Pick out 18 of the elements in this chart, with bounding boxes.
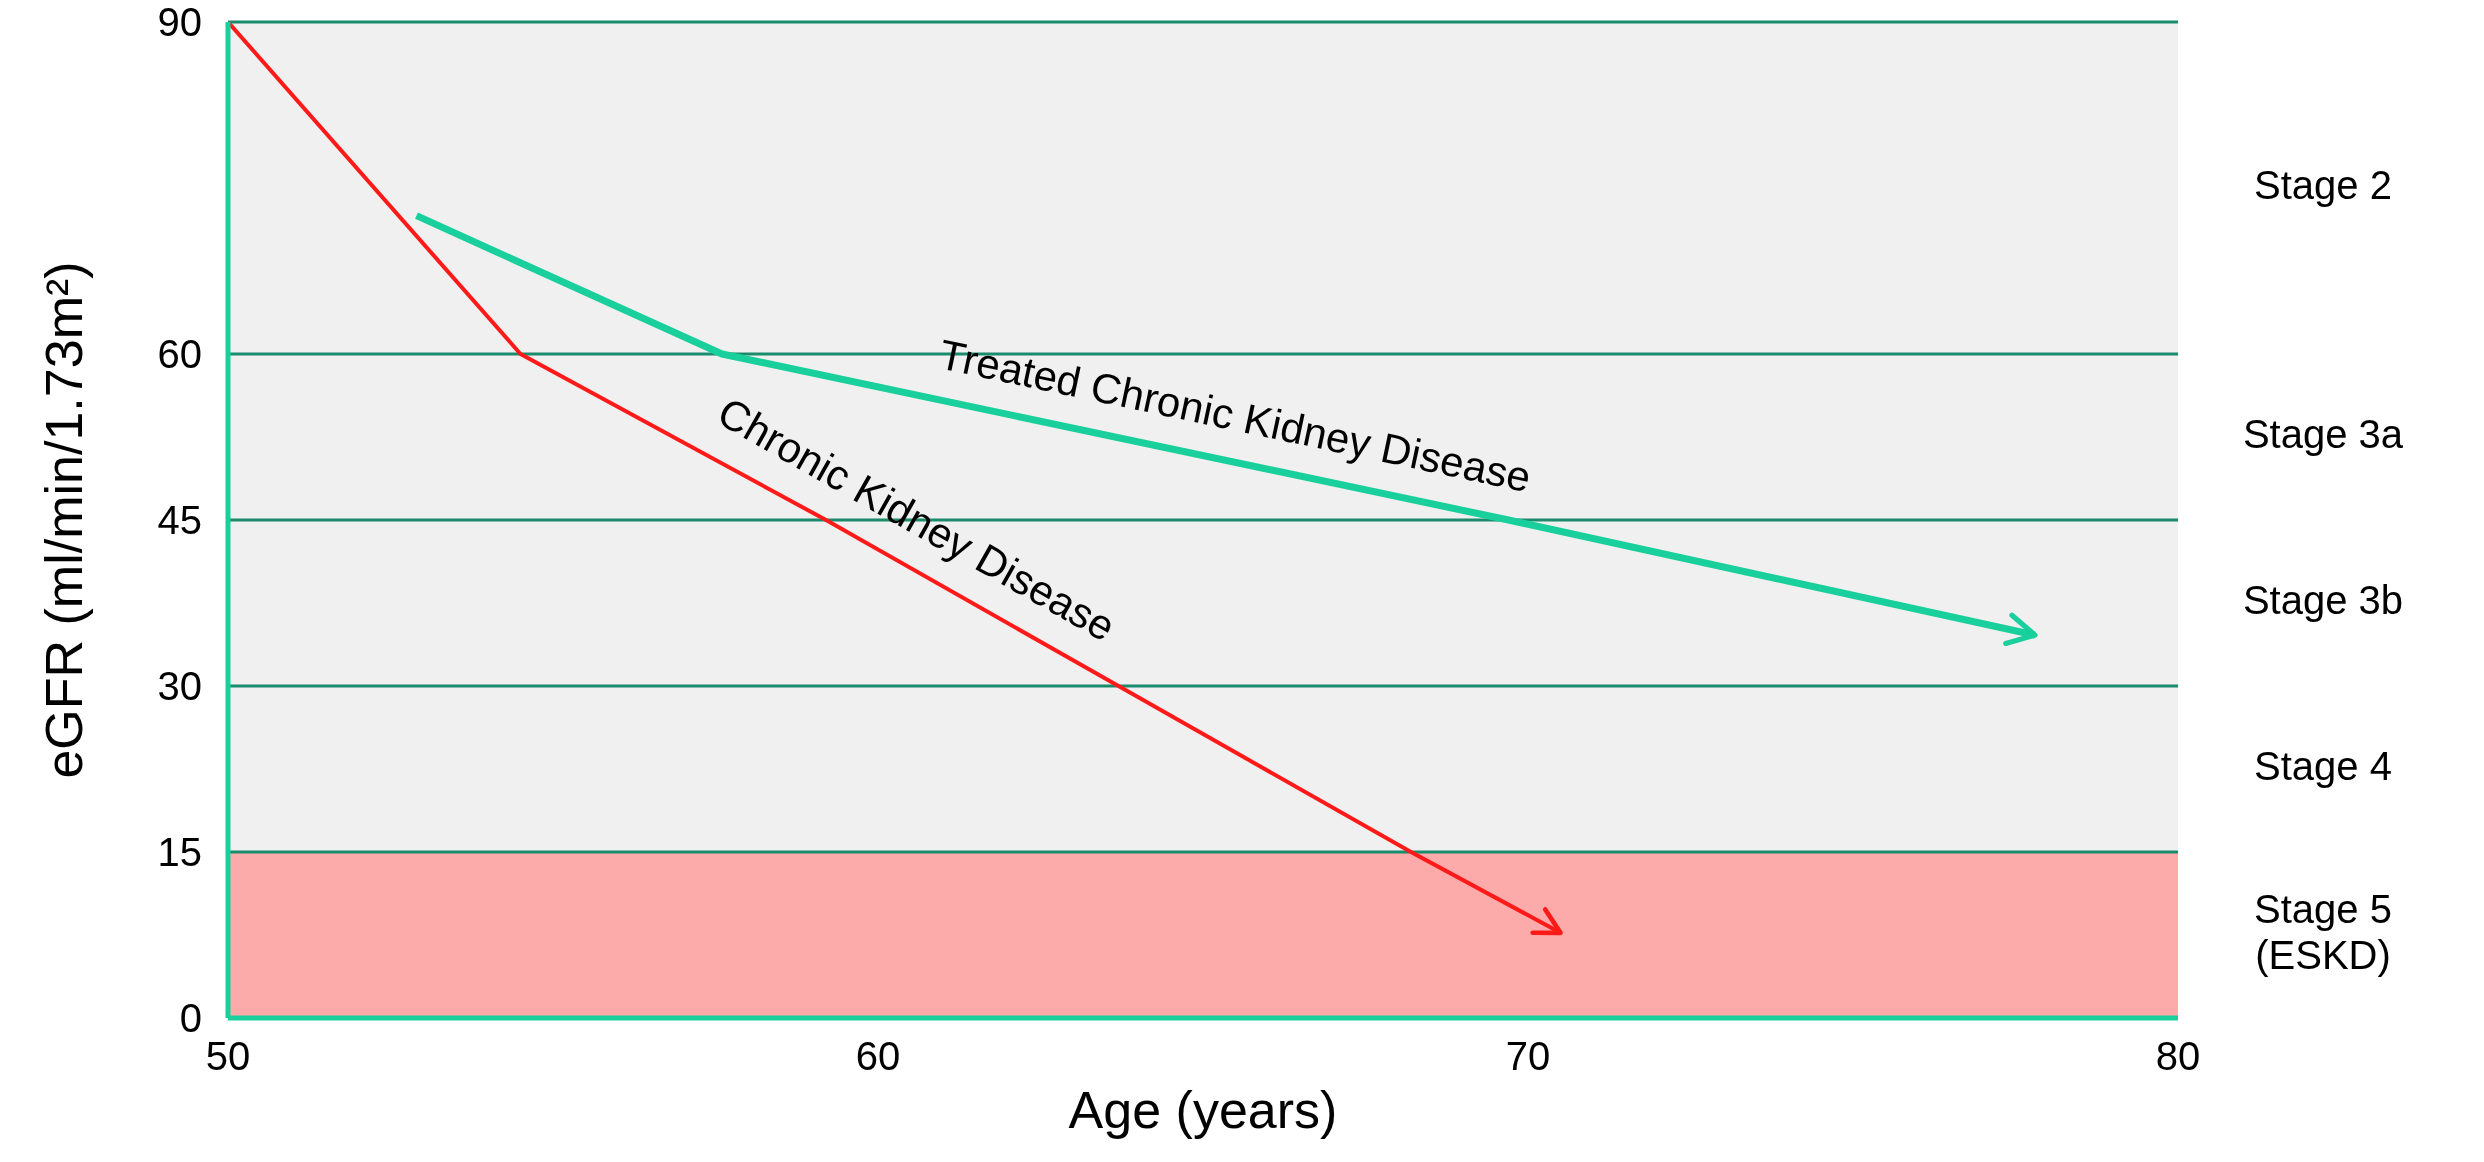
band-label: Stage 4 xyxy=(2254,743,2392,788)
band-label: Stage 5 (ESKD) xyxy=(2254,886,2392,977)
annotation: Treated Chronic Kidney Disease xyxy=(935,330,1536,502)
x-axis-title: Age (years) xyxy=(1068,1081,1338,1139)
band-label: Stage 3b xyxy=(2242,577,2404,622)
y-tick-label: 90 xyxy=(157,0,202,45)
y-tick-label: 0 xyxy=(179,996,202,1041)
x-tick-label: 50 xyxy=(205,1034,251,1079)
y-tick-label: 30 xyxy=(157,664,202,709)
y-axis-title: eGFR (ml/min/1.73m²) xyxy=(34,261,93,779)
x-tick-label: 60 xyxy=(855,1034,901,1079)
band-label: Stage 3a xyxy=(2242,411,2404,456)
x-tick-label: 70 xyxy=(1505,1034,1551,1079)
band-label: Stage 2 xyxy=(2254,162,2392,207)
x-tick-label: 80 xyxy=(2155,1034,2201,1079)
y-tick-label: 45 xyxy=(157,498,202,543)
y-tick-label: 60 xyxy=(157,332,202,377)
y-tick-label: 15 xyxy=(157,830,202,875)
